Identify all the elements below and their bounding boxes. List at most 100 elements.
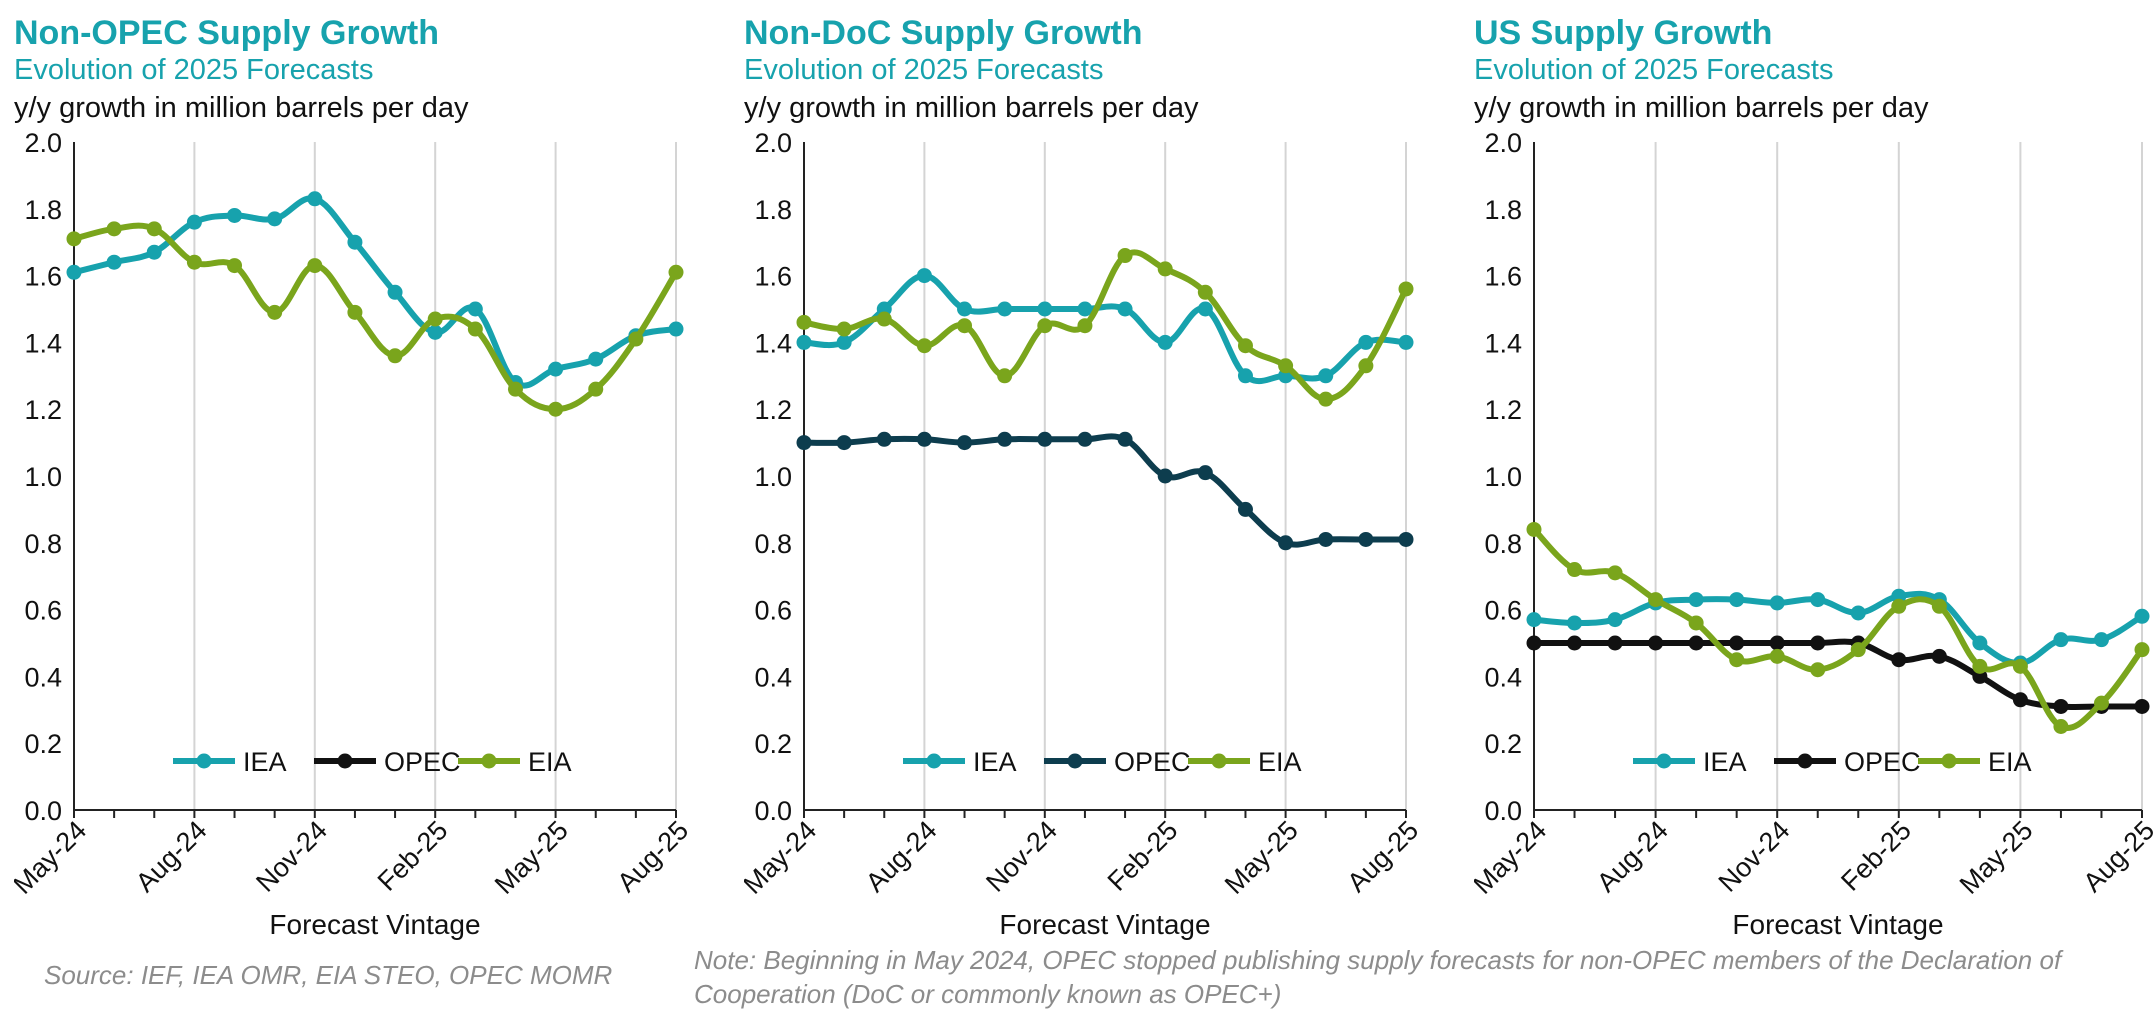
data-point-iea — [1972, 635, 1988, 651]
data-point-opec — [1931, 648, 1947, 664]
data-point-opec — [1891, 652, 1907, 668]
data-point-iea — [1810, 592, 1826, 608]
data-point-iea — [227, 207, 243, 223]
data-point-eia — [1648, 592, 1664, 608]
data-point-opec — [1810, 635, 1826, 651]
data-point-eia — [427, 311, 443, 327]
y-tick-label: 1.6 — [24, 262, 62, 292]
data-point-opec — [1197, 465, 1213, 481]
chart-subtitle: Evolution of 2025 Forecasts — [1474, 54, 1834, 86]
legend-marker-iea — [1656, 753, 1672, 769]
data-point-iea — [957, 301, 973, 317]
legend-marker-opec — [1797, 753, 1813, 769]
data-point-eia — [347, 304, 363, 320]
data-point-eia — [66, 231, 82, 247]
data-point-opec — [1237, 501, 1253, 517]
x-tick-label: Aug-24 — [1591, 815, 1674, 898]
legend-marker-iea — [196, 753, 212, 769]
x-tick-label: May-24 — [744, 815, 822, 900]
chart-subtitle: Evolution of 2025 Forecasts — [14, 54, 374, 86]
source-note: Source: IEF, IEA OMR, EIA STEO, OPEC MOM… — [44, 960, 613, 990]
data-point-iea — [588, 351, 604, 367]
data-point-eia — [1567, 562, 1583, 578]
y-axis-unit-label: y/y growth in million barrels per day — [1474, 92, 1929, 124]
series-line-opec — [1531, 638, 2145, 711]
data-point-eia — [186, 254, 202, 270]
data-point-opec — [1157, 468, 1173, 484]
data-point-opec — [1729, 635, 1745, 651]
x-tick-label: Aug-25 — [1341, 815, 1424, 898]
data-point-eia — [106, 221, 122, 237]
data-point-iea — [2093, 632, 2109, 648]
data-point-iea — [1237, 368, 1253, 384]
y-tick-label: 0.0 — [1484, 796, 1522, 826]
legend-label-iea: IEA — [243, 747, 287, 777]
data-point-eia — [916, 338, 932, 354]
y-tick-label: 0.4 — [754, 662, 792, 692]
y-tick-label: 2.0 — [1484, 128, 1522, 158]
x-tick-label: Aug-25 — [611, 815, 694, 898]
data-point-iea — [2053, 632, 2069, 648]
data-point-iea — [1607, 612, 1623, 628]
series-line-eia — [1531, 526, 2145, 731]
x-tick-label: Aug-24 — [860, 815, 943, 898]
data-point-iea — [186, 214, 202, 230]
legend-label-opec: OPEC — [1844, 747, 1921, 777]
x-tick-label: Feb-25 — [1835, 815, 1917, 897]
data-point-iea — [668, 321, 684, 337]
data-point-opec — [1318, 531, 1334, 547]
data-point-iea — [916, 268, 932, 284]
data-point-eia — [1237, 338, 1253, 354]
data-point-eia — [1526, 521, 1542, 537]
y-tick-label: 1.0 — [24, 462, 62, 492]
legend-label-iea: IEA — [1703, 747, 1747, 777]
y-tick-label: 0.6 — [1484, 596, 1522, 626]
legend-label-opec: OPEC — [384, 747, 461, 777]
data-point-eia — [467, 321, 483, 337]
y-tick-label: 1.8 — [1484, 195, 1522, 225]
y-tick-label: 0.8 — [754, 529, 792, 559]
data-point-iea — [1077, 301, 1093, 317]
data-point-eia — [1607, 565, 1623, 581]
data-point-opec — [1278, 535, 1294, 551]
legend-marker-eia — [1211, 753, 1227, 769]
data-point-eia — [2053, 719, 2069, 734]
chart-panel-non-opec: 0.0 0.2 0.4 0.6 0.8 1.0 1.2 1.4 1.6 1.8 2.0 May-24 A… — [14, 0, 734, 960]
x-tick-label: May-25 — [489, 815, 574, 900]
data-point-eia — [2012, 658, 2028, 674]
y-tick-label: 1.8 — [754, 195, 792, 225]
data-point-iea — [267, 211, 283, 227]
y-tick-label: 0.2 — [754, 729, 792, 759]
data-point-opec — [916, 431, 932, 447]
data-point-opec — [957, 435, 973, 451]
series-line-eia — [71, 222, 679, 413]
y-tick-label: 1.2 — [24, 395, 62, 425]
data-point-iea — [146, 244, 162, 260]
y-tick-label: 1.2 — [754, 395, 792, 425]
series-line-eia — [801, 249, 1409, 403]
y-axis-unit-label: y/y growth in million barrels per day — [744, 92, 1199, 124]
footnote: Note: Beginning in May 2024, OPEC stoppe… — [694, 945, 2062, 1009]
y-tick-label: 2.0 — [24, 128, 62, 158]
data-point-iea — [1117, 301, 1133, 317]
data-point-eia — [387, 348, 403, 364]
data-point-iea — [1526, 612, 1542, 628]
y-tick-label: 0.6 — [24, 596, 62, 626]
data-point-iea — [997, 301, 1013, 317]
y-tick-label: 0.2 — [1484, 729, 1522, 759]
x-axis-title: Forecast Vintage — [999, 909, 1210, 940]
data-point-eia — [1398, 281, 1414, 297]
series-line-opec — [801, 433, 1409, 548]
data-point-eia — [1972, 658, 1988, 674]
chart-panel-us: 0.0 0.2 0.4 0.6 0.8 1.0 1.2 1.4 1.6 1.8 2.0 May-24 A… — [1474, 0, 2154, 960]
chart-svg-non-doc: 0.0 0.2 0.4 0.6 0.8 1.0 1.2 1.4 1.6 1.8 2.0 May-24 A… — [744, 128, 1424, 940]
data-point-iea — [66, 264, 82, 280]
x-tick-label: Nov-24 — [1713, 815, 1796, 898]
data-point-opec — [1769, 635, 1785, 651]
legend-label-eia: EIA — [1258, 747, 1302, 777]
y-tick-label: 0.6 — [754, 596, 792, 626]
data-point-eia — [1729, 652, 1745, 668]
y-tick-label: 1.4 — [754, 328, 792, 358]
data-point-eia — [957, 318, 973, 334]
data-point-iea — [836, 334, 852, 350]
